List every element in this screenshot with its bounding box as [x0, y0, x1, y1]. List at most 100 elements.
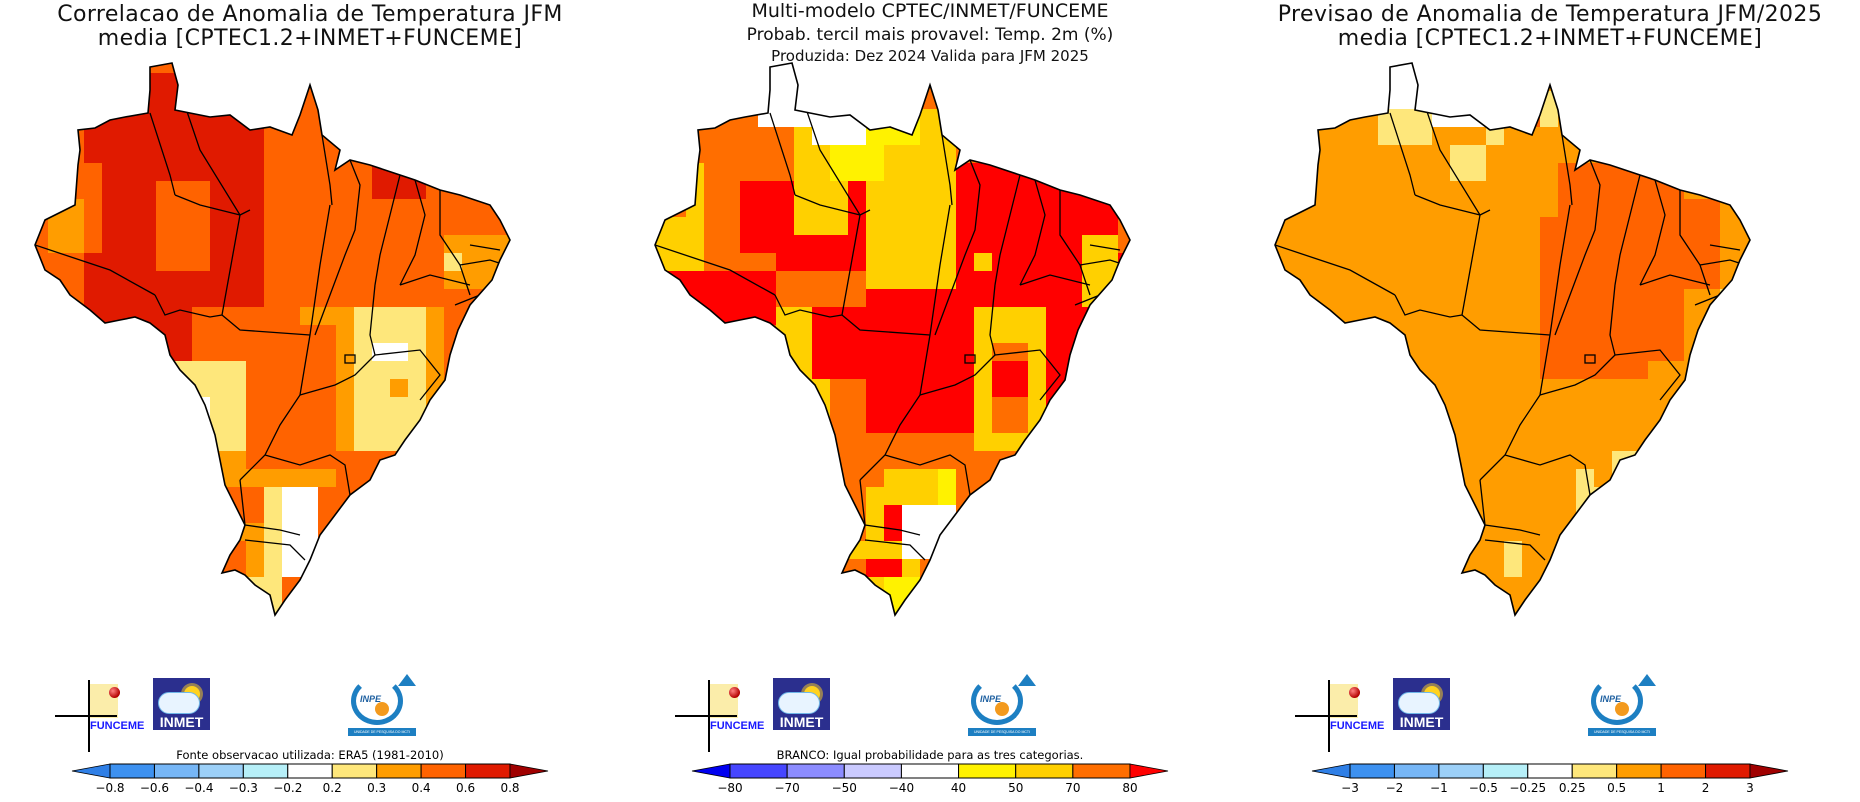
grid-cell — [1504, 271, 1523, 290]
panel-correlation: Correlacao de Anomalia de Temperatura JF… — [0, 0, 620, 802]
colorbar-box — [376, 763, 422, 779]
grid-cell — [884, 109, 903, 128]
grid-cell — [210, 505, 229, 524]
grid-cell — [300, 253, 319, 272]
grid-cell — [1558, 163, 1577, 182]
grid-cell — [1288, 307, 1307, 326]
grid-cell — [668, 523, 687, 542]
grid-cell — [956, 109, 975, 128]
inpe-logo-strip: UNIDADE DE PESQUISA DO MCTI — [1588, 728, 1656, 736]
grid-cell — [84, 253, 103, 272]
grid-cell — [1046, 199, 1065, 218]
grid-cell — [35, 523, 49, 542]
grid-cell — [66, 541, 85, 560]
grid-cell — [264, 487, 283, 506]
grid-cell — [1342, 271, 1361, 290]
grid-cell — [156, 415, 175, 434]
grid-cell — [938, 577, 957, 596]
grid-cell — [974, 451, 993, 470]
grid-cell — [1522, 505, 1541, 524]
grid-cell — [974, 559, 993, 578]
grid-cell — [66, 613, 85, 615]
grid-cell — [794, 307, 813, 326]
grid-cell — [1082, 613, 1101, 615]
grid-cell — [668, 361, 687, 380]
grid-cell — [390, 325, 409, 344]
grid-cell — [228, 145, 247, 164]
grid-cell — [1275, 63, 1289, 74]
grid-cell — [408, 73, 427, 92]
grid-cell — [1396, 379, 1415, 398]
grid-cell — [992, 253, 1011, 272]
grid-cell — [1486, 91, 1505, 110]
grid-cell — [1558, 63, 1577, 74]
grid-cell — [1504, 325, 1523, 344]
brazil-map — [1274, 62, 1751, 617]
grid-cell — [156, 181, 175, 200]
grid-cell — [1414, 199, 1433, 218]
grid-cell — [1450, 235, 1469, 254]
grid-cell — [974, 577, 993, 596]
grid-cell — [264, 433, 283, 452]
grid-cell — [1738, 109, 1750, 128]
grid-cell — [1648, 109, 1667, 128]
grid-cell — [655, 469, 669, 488]
state-border — [1639, 274, 1711, 286]
grid-cell — [426, 217, 445, 236]
grid-cell — [1738, 181, 1750, 200]
grid-cell — [228, 379, 247, 398]
colorbar-box — [729, 763, 788, 779]
grid-cell — [408, 397, 427, 416]
grid-cell — [884, 397, 903, 416]
grid-cell — [1738, 73, 1750, 92]
grid-cell — [1540, 523, 1559, 542]
grid-cell — [1082, 235, 1101, 254]
grid-cell — [812, 73, 831, 92]
grid-cell — [1738, 361, 1750, 380]
grid-cell — [1100, 487, 1119, 506]
grid-cell — [1702, 433, 1721, 452]
grid-cell — [1684, 217, 1703, 236]
grid-cell — [84, 325, 103, 344]
grid-cell — [1576, 559, 1595, 578]
grid-cell — [1702, 595, 1721, 614]
grid-cell — [655, 433, 669, 452]
grid-cell — [1396, 163, 1415, 182]
grid-cell — [66, 163, 85, 182]
grid-cell — [1378, 361, 1397, 380]
grid-cell — [336, 127, 355, 146]
grid-cell — [264, 505, 283, 524]
grid-cell — [902, 361, 921, 380]
grid-cell — [480, 469, 499, 488]
state-border — [439, 190, 471, 296]
grid-cell — [974, 199, 993, 218]
grid-cell — [740, 235, 759, 254]
grid-cell — [1342, 595, 1361, 614]
grid-cell — [722, 541, 741, 560]
grid-cell — [1738, 559, 1750, 578]
grid-cell — [498, 469, 510, 488]
grid-cell — [1594, 541, 1613, 560]
grid-cell — [668, 415, 687, 434]
grid-cell — [902, 505, 921, 524]
grid-cell — [1630, 595, 1649, 614]
grid-cell — [1702, 109, 1721, 128]
grid-cell — [498, 559, 510, 578]
grid-cell — [992, 63, 1011, 74]
grid-cell — [655, 415, 669, 434]
grid-cell — [210, 361, 229, 380]
grid-cell — [1046, 415, 1065, 434]
grid-cell — [336, 397, 355, 416]
grid-cell — [938, 451, 957, 470]
colorbar-tick-label: 0.3 — [367, 781, 386, 795]
grid-cell — [372, 505, 391, 524]
grid-cell — [1100, 181, 1119, 200]
grid-cell — [1738, 613, 1750, 615]
grid-cell — [1064, 559, 1083, 578]
grid-cell — [776, 91, 795, 110]
grid-cell — [1378, 199, 1397, 218]
grid-cell — [956, 595, 975, 614]
grid-cell — [354, 433, 373, 452]
grid-cell — [372, 397, 391, 416]
grid-cell — [1522, 91, 1541, 110]
